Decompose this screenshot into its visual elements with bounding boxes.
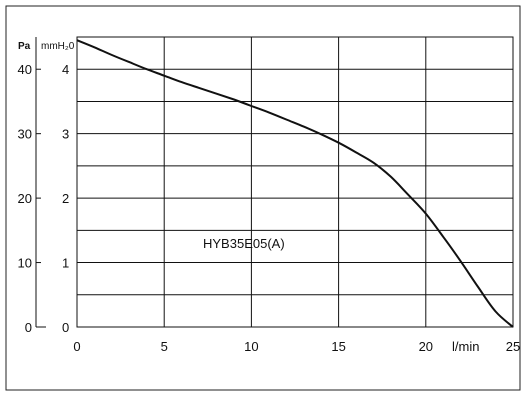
pa-tick-label: 30 <box>18 127 32 142</box>
x-tick-label: 20 <box>419 339 433 354</box>
mmh2o-tick-label: 0 <box>62 320 69 335</box>
tick-labels: 0 5 10 15 20 25 0 10 20 30 40 0 1 2 3 4 <box>18 62 521 354</box>
mmh2o-tick-label: 3 <box>62 127 69 142</box>
pa-tick-label: 40 <box>18 62 32 77</box>
x-tick-label: 10 <box>244 339 258 354</box>
mmh2o-tick-label: 4 <box>62 62 69 77</box>
pa-tick-label: 0 <box>25 320 32 335</box>
plot-frame <box>76 36 514 328</box>
pa-axis-unit-label: Pa <box>18 41 31 52</box>
pa-tick-label: 20 <box>18 191 32 206</box>
x-axis-unit-label: l/min <box>452 339 479 354</box>
grid <box>77 37 513 327</box>
mmh2o-axis-unit-label: mmH₂0 <box>41 41 75 52</box>
mmh2o-tick-label: 1 <box>62 256 69 271</box>
x-tick-label: 15 <box>331 339 345 354</box>
series-line <box>76 39 514 328</box>
model-annotation: HYB35E05(A) <box>203 236 285 251</box>
x-tick-label: 0 <box>73 339 80 354</box>
x-tick-label: 25 <box>506 339 520 354</box>
pa-tick-label: 10 <box>18 256 32 271</box>
x-tick-label: 5 <box>161 339 168 354</box>
mmh2o-tick-label: 2 <box>62 191 69 206</box>
